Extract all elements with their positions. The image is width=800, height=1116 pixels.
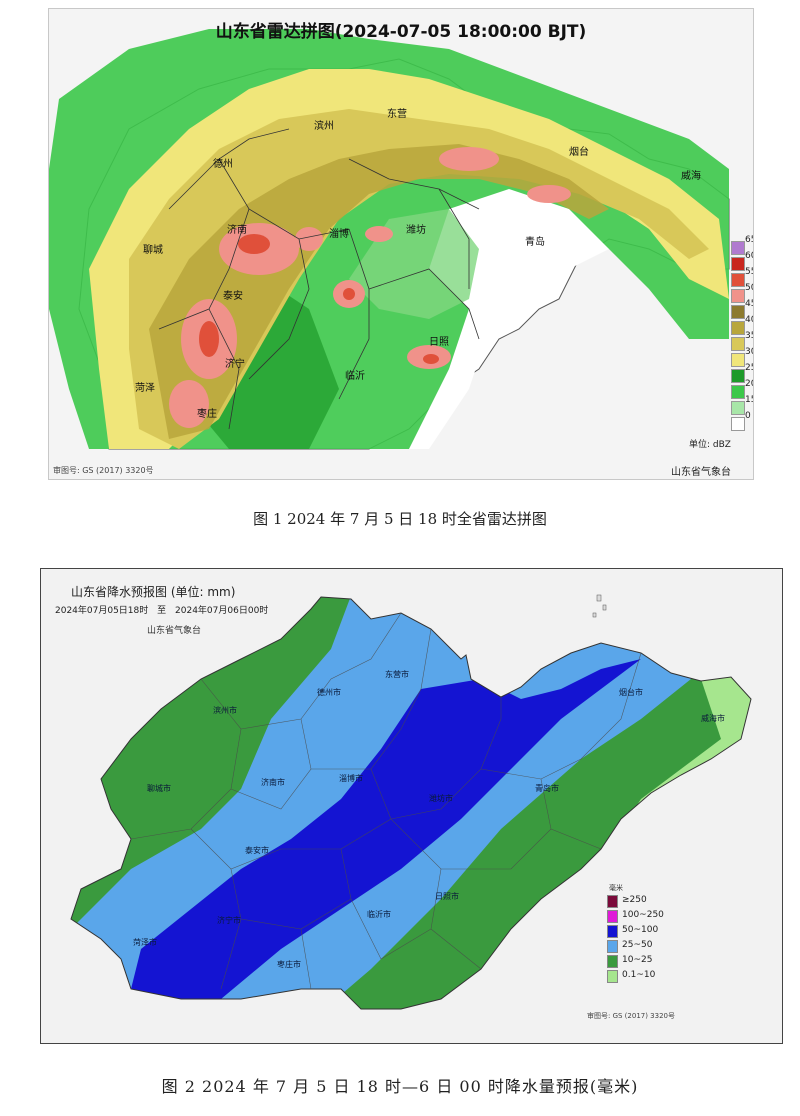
city-label: 青岛 — [525, 237, 545, 248]
city-label: 烟台 — [569, 147, 589, 158]
forecast-legend-swatch — [607, 895, 618, 908]
radar-legend-swatch — [731, 241, 745, 255]
forecast-map-title: 山东省降水预报图 (单位: mm) — [71, 585, 236, 599]
city-label: 枣庄市 — [277, 960, 301, 969]
forecast-legend-label: 0.1~10 — [622, 970, 656, 980]
forecast-legend-row: 25~50 — [607, 940, 697, 954]
radar-legend-swatch — [731, 353, 745, 367]
radar-legend-swatch — [731, 369, 745, 383]
city-label: 东营市 — [385, 670, 409, 679]
figure-1-caption: 图 1 2024 年 7 月 5 日 18 时全省雷达拼图 — [253, 510, 547, 528]
city-label: 威海市 — [701, 714, 725, 723]
forecast-period-to: 2024年07月06日00时 — [175, 606, 269, 616]
forecast-legend-label: 10~25 — [622, 955, 653, 965]
forecast-legend-row: 50~100 — [607, 925, 697, 939]
city-label: 聊城市 — [147, 784, 171, 793]
city-label: 日照 — [429, 337, 449, 348]
radar-legend-swatch — [731, 289, 745, 303]
radar-legend-label: 50 — [745, 283, 753, 293]
radar-legend-label: 15 — [745, 395, 753, 405]
city-label: 济南 — [227, 225, 247, 236]
radar-map-title: 山东省雷达拼图(2024-07-05 18:00:00 BJT) — [215, 22, 587, 42]
city-label: 潍坊 — [406, 225, 426, 236]
forecast-legend-label: 25~50 — [622, 940, 653, 950]
radar-agency: 山东省气象台 — [671, 467, 731, 478]
city-label: 日照市 — [435, 892, 459, 901]
radar-legend-label: 20 — [745, 379, 753, 389]
radar-legend-label: 55 — [745, 267, 753, 277]
forecast-period: 2024年07月05日18时 至 2024年07月06日00时 — [55, 603, 268, 616]
city-label: 聊城 — [143, 245, 163, 256]
radar-legend-label: 0 — [745, 411, 751, 421]
city-label: 潍坊市 — [429, 794, 453, 803]
radar-legend-swatch — [731, 273, 745, 287]
city-label: 淄博市 — [339, 774, 363, 783]
radar-legend-swatch — [731, 257, 745, 271]
forecast-period-from: 2024年07月05日18时 — [55, 606, 149, 616]
radar-approval-number: 审图号: GS (2017) 3320号 — [53, 466, 154, 475]
radar-mosaic-map: 山东省雷达拼图(2024-07-05 18:00:00 BJT) 德州 滨州 东… — [48, 8, 754, 480]
forecast-legend-swatch — [607, 940, 618, 953]
city-label: 济宁市 — [217, 916, 241, 925]
radar-legend-label: 35 — [745, 331, 753, 341]
radar-legend-swatch — [731, 337, 745, 351]
forecast-legend-swatch — [607, 955, 618, 968]
radar-legend-swatch — [731, 401, 745, 415]
city-label: 菏泽 — [135, 383, 155, 394]
city-label: 济南市 — [261, 778, 285, 787]
city-label: 泰安市 — [245, 846, 269, 855]
radar-legend-label: 45 — [745, 299, 753, 309]
forecast-legend-row: 0.1~10 — [607, 970, 697, 984]
radar-legend-swatch — [731, 385, 745, 399]
forecast-legend-label: ≥250 — [622, 895, 647, 905]
forecast-approval-number: 审图号: GS (2017) 3320号 — [587, 1012, 675, 1020]
radar-legend-swatch — [731, 417, 745, 431]
forecast-period-to-word: 至 — [157, 606, 167, 616]
city-label: 临沂 — [345, 371, 365, 382]
city-label: 烟台市 — [619, 688, 643, 697]
city-label: 济宁 — [225, 359, 245, 370]
figure-2-caption: 图 2 2024 年 7 月 5 日 18 时—6 日 00 时降水量预报(毫米… — [161, 1077, 639, 1096]
radar-legend: 65 60 55 50 45 40 35 30 25 20 15 0 — [731, 235, 753, 437]
radar-legend-swatch — [731, 305, 745, 319]
radar-legend-swatch — [731, 321, 745, 335]
forecast-map-graphic — [70, 594, 752, 1010]
city-label: 青岛市 — [535, 784, 559, 793]
radar-legend-label: 65 — [745, 235, 753, 245]
radar-unit-label: 单位: dBZ — [689, 440, 731, 450]
radar-legend-label: 40 — [745, 315, 753, 325]
city-label: 德州 — [213, 159, 233, 170]
radar-legend-label: 25 — [745, 363, 753, 373]
radar-legend-label: 30 — [745, 347, 753, 357]
forecast-legend-row: 100~250 — [607, 910, 697, 924]
city-label: 临沂市 — [367, 910, 391, 919]
forecast-legend-swatch — [607, 925, 618, 938]
city-label: 德州市 — [317, 688, 341, 697]
city-label: 威海 — [681, 171, 701, 182]
city-label: 滨州 — [314, 121, 334, 132]
forecast-legend-row: 10~25 — [607, 955, 697, 969]
city-label: 淄博 — [329, 229, 349, 240]
city-label: 泰安 — [223, 291, 243, 302]
city-label: 东营 — [387, 109, 407, 120]
radar-map-graphic — [49, 29, 730, 450]
forecast-legend: ≥250 100~250 50~100 25~50 10~25 0.1~10 — [607, 895, 707, 989]
forecast-legend-label: 50~100 — [622, 925, 659, 935]
city-label: 菏泽市 — [133, 938, 157, 947]
radar-legend-label: 60 — [745, 251, 753, 261]
city-label: 枣庄 — [197, 409, 217, 420]
precipitation-forecast-map: 山东省降水预报图 (单位: mm) 2024年07月05日18时 至 2024年… — [40, 568, 783, 1044]
forecast-legend-swatch — [607, 910, 618, 923]
forecast-legend-label: 100~250 — [622, 910, 664, 920]
forecast-legend-swatch — [607, 970, 618, 983]
forecast-agency: 山东省气象台 — [147, 626, 202, 636]
forecast-legend-title: 毫米 — [609, 884, 623, 892]
city-label: 滨州市 — [213, 706, 237, 715]
forecast-legend-row: ≥250 — [607, 895, 697, 909]
